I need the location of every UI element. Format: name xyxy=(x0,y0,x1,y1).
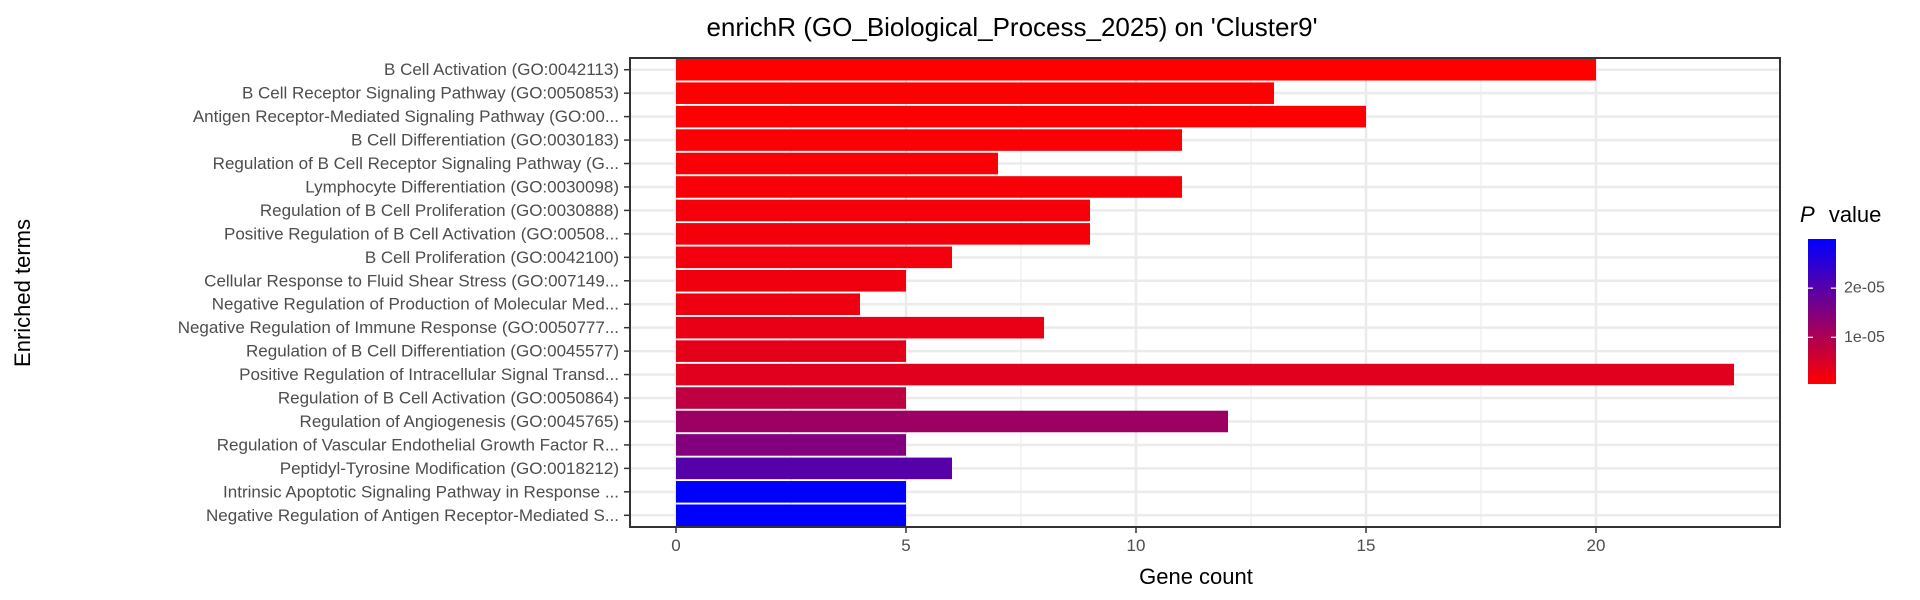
y-tick-label: B Cell Differentiation (GO:0030183) xyxy=(351,131,619,150)
legend-title-italic: P xyxy=(1800,202,1815,227)
bar xyxy=(676,316,1044,339)
legend-title: P value xyxy=(1800,202,1881,227)
chart-title: enrichR (GO_Biological_Process_2025) on … xyxy=(706,12,1317,42)
legend-tick-label: 2e-05 xyxy=(1844,280,1885,297)
y-tick-label: B Cell Proliferation (GO:0042100) xyxy=(365,248,619,267)
bar xyxy=(676,387,906,409)
y-axis-title: Enriched terms xyxy=(10,219,35,367)
y-tick-label: Lymphocyte Differentiation (GO:0030098) xyxy=(305,177,619,196)
x-axis: 0 5 10 15 20 xyxy=(671,527,1605,555)
y-tick-label: Positive Regulation of Intracellular Sig… xyxy=(239,365,619,384)
plot-border xyxy=(629,57,1781,528)
x-tick-label: 15 xyxy=(1357,536,1376,555)
y-tick-label: Regulation of B Cell Receptor Signaling … xyxy=(213,154,619,173)
legend-ticks: 2e-05 1e-05 xyxy=(1808,280,1885,346)
x-tick-label: 0 xyxy=(671,536,680,555)
x-tick-label: 10 xyxy=(1127,536,1146,555)
y-tick-label: Cellular Response to Fluid Shear Stress … xyxy=(204,271,619,290)
bar xyxy=(676,504,906,527)
bar xyxy=(676,223,1090,245)
legend-title-rest: value xyxy=(1829,202,1882,227)
bar xyxy=(676,410,1228,433)
y-tick-label: Negative Regulation of Antigen Receptor-… xyxy=(206,506,619,525)
y-tick-label: Regulation of B Cell Differentiation (GO… xyxy=(246,342,619,361)
bar xyxy=(676,340,906,362)
y-tick-label: B Cell Receptor Signaling Pathway (GO:00… xyxy=(242,84,619,103)
bar xyxy=(676,129,1182,151)
legend-tick-label: 1e-05 xyxy=(1844,329,1885,346)
y-tick-label: Regulation of Angiogenesis (GO:0045765) xyxy=(300,412,619,431)
x-tick-label: 5 xyxy=(901,536,910,555)
color-legend: P value 2e-05 1e-05 xyxy=(1800,202,1885,384)
y-tick-label: Regulation of Vascular Endothelial Growt… xyxy=(217,435,619,454)
y-tick-label: Negative Regulation of Production of Mol… xyxy=(212,295,619,314)
bar xyxy=(676,269,906,292)
y-tick-label: B Cell Activation (GO:0042113) xyxy=(384,60,619,79)
bar xyxy=(676,152,998,175)
y-tick-label: Positive Regulation of B Cell Activation… xyxy=(224,224,619,243)
bar xyxy=(676,58,1596,81)
bar xyxy=(676,199,1090,222)
bar xyxy=(676,246,952,269)
y-tick-label: Antigen Receptor-Mediated Signaling Path… xyxy=(193,107,619,126)
plot-background xyxy=(630,58,1780,527)
bar xyxy=(676,363,1734,386)
bars xyxy=(676,58,1734,527)
bar xyxy=(676,82,1274,104)
y-axis: B Cell Activation (GO:0042113) B Cell Rec… xyxy=(178,60,630,525)
x-tick-label: 20 xyxy=(1587,536,1606,555)
bar xyxy=(676,293,860,316)
legend-colorbar xyxy=(1808,239,1836,384)
y-tick-label: Regulation of B Cell Proliferation (GO:0… xyxy=(260,201,619,220)
bar xyxy=(676,176,1182,198)
y-tick-label: Intrinsic Apoptotic Signaling Pathway in… xyxy=(223,482,619,501)
y-tick-label: Peptidyl-Tyrosine Modification (GO:00182… xyxy=(280,459,619,478)
bar xyxy=(676,457,952,480)
bar xyxy=(676,434,906,456)
x-axis-title: Gene count xyxy=(1139,564,1253,589)
y-tick-label: Negative Regulation of Immune Response (… xyxy=(178,318,619,337)
bar xyxy=(676,481,906,503)
y-tick-label: Regulation of B Cell Activation (GO:0050… xyxy=(278,389,619,408)
bar xyxy=(676,105,1366,128)
